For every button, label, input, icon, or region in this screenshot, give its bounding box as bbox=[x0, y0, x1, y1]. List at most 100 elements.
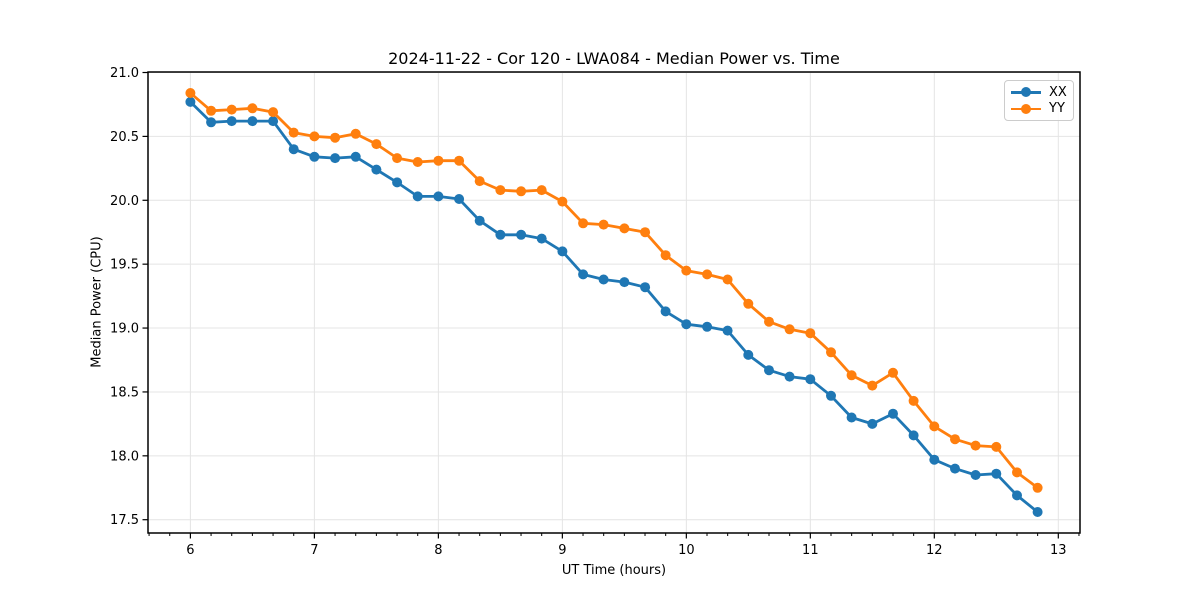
data-point-marker bbox=[288, 144, 299, 155]
data-point-marker bbox=[950, 434, 960, 445]
x-tick-label: 10 bbox=[678, 543, 695, 558]
data-point-marker bbox=[867, 380, 878, 391]
data-point-marker bbox=[268, 107, 279, 118]
x-tick-label: 7 bbox=[310, 543, 318, 558]
data-point-marker bbox=[516, 186, 527, 197]
y-tick-label: 21.0 bbox=[110, 66, 139, 81]
data-point-marker bbox=[371, 139, 382, 150]
data-point-marker bbox=[536, 185, 547, 196]
data-point-marker bbox=[681, 319, 692, 330]
data-point-marker bbox=[1032, 507, 1043, 517]
series-xx bbox=[185, 96, 1043, 517]
data-point-marker bbox=[371, 164, 382, 175]
data-point-marker bbox=[350, 151, 361, 162]
data-point-marker bbox=[330, 153, 341, 164]
data-point-marker bbox=[950, 463, 960, 474]
data-point-marker bbox=[846, 370, 857, 381]
legend-item-yy: YY bbox=[1011, 101, 1067, 118]
legend-sample-xx bbox=[1011, 87, 1041, 98]
data-point-marker bbox=[247, 116, 258, 127]
data-point-marker bbox=[185, 96, 196, 107]
data-point-marker bbox=[888, 408, 898, 419]
data-point-marker bbox=[970, 470, 981, 480]
data-point-marker bbox=[640, 282, 651, 293]
data-point-marker bbox=[805, 328, 816, 339]
x-tick-label: 9 bbox=[558, 543, 566, 558]
x-axis-label: UT Time (hours) bbox=[561, 563, 667, 578]
x-tick-label: 8 bbox=[434, 543, 442, 558]
data-point-marker bbox=[888, 367, 898, 378]
y-axis-ticks: 17.5 18.0 18.5 19.0 19.5 20.0 20.5 21.0 bbox=[110, 66, 148, 528]
data-point-marker bbox=[433, 155, 444, 166]
data-point-marker bbox=[474, 215, 485, 226]
data-point-marker bbox=[722, 274, 733, 285]
legend-marker-icon bbox=[1021, 103, 1031, 114]
data-point-marker bbox=[226, 116, 237, 127]
data-point-marker bbox=[764, 316, 774, 327]
data-point-marker bbox=[743, 349, 754, 360]
data-point-marker bbox=[309, 131, 320, 142]
data-point-marker bbox=[660, 250, 671, 261]
y-tick-label: 17.5 bbox=[110, 513, 139, 528]
data-point-marker bbox=[557, 246, 568, 257]
data-point-marker bbox=[185, 88, 196, 98]
data-point-marker bbox=[474, 176, 485, 187]
y-tick-label: 20.0 bbox=[110, 194, 139, 209]
series-line bbox=[188, 100, 1039, 514]
data-point-marker bbox=[392, 153, 403, 164]
chart-title: 2024-11-22 - Cor 120 - LWA084 - Median P… bbox=[388, 49, 840, 68]
data-point-marker bbox=[516, 229, 527, 240]
data-point-marker bbox=[660, 306, 671, 317]
data-point-marker bbox=[702, 269, 713, 280]
data-point-marker bbox=[991, 441, 1002, 452]
data-point-marker bbox=[392, 177, 403, 188]
data-point-marker bbox=[578, 218, 589, 229]
data-point-marker bbox=[619, 277, 630, 288]
data-point-marker bbox=[206, 117, 217, 128]
data-point-marker bbox=[433, 191, 444, 202]
data-point-marker bbox=[1012, 490, 1022, 501]
x-tick-label: 12 bbox=[926, 543, 943, 558]
data-point-marker bbox=[412, 191, 423, 202]
gridlines bbox=[148, 72, 1080, 533]
data-point-marker bbox=[640, 227, 651, 238]
data-point-marker bbox=[826, 390, 836, 401]
data-point-marker bbox=[867, 418, 878, 429]
data-point-marker bbox=[784, 371, 795, 382]
x-tick-label: 11 bbox=[802, 543, 819, 558]
data-point-marker bbox=[454, 194, 465, 204]
legend-sample-yy bbox=[1011, 103, 1041, 114]
plot-border bbox=[147, 71, 1081, 534]
data-point-marker bbox=[970, 440, 981, 451]
data-point-marker bbox=[350, 128, 361, 139]
x-minor-ticks bbox=[148, 533, 1080, 536]
x-tick-label: 6 bbox=[186, 543, 194, 558]
series-line bbox=[188, 91, 1039, 490]
data-point-marker bbox=[681, 265, 692, 276]
series-yy bbox=[185, 88, 1043, 493]
y-tick-label: 20.5 bbox=[110, 130, 139, 145]
data-point-marker bbox=[929, 421, 940, 432]
data-point-marker bbox=[598, 274, 609, 285]
data-point-marker bbox=[495, 185, 506, 196]
data-point-marker bbox=[826, 347, 836, 358]
data-point-marker bbox=[557, 196, 568, 207]
legend-label-xx: XX bbox=[1049, 84, 1067, 100]
data-point-marker bbox=[908, 395, 919, 406]
data-point-marker bbox=[929, 454, 940, 465]
data-point-marker bbox=[805, 374, 816, 385]
legend: XX YY bbox=[1004, 80, 1074, 121]
x-axis-ticks: 6 7 8 9 10 11 12 13 bbox=[186, 533, 1067, 558]
legend-label-yy: YY bbox=[1049, 101, 1065, 117]
y-axis-label: Median Power (CPU) bbox=[89, 236, 105, 368]
data-point-marker bbox=[743, 298, 754, 309]
data-point-marker bbox=[412, 157, 423, 167]
data-point-marker bbox=[268, 116, 279, 127]
data-point-marker bbox=[784, 324, 795, 335]
y-tick-label: 18.0 bbox=[110, 449, 139, 464]
data-point-marker bbox=[247, 103, 258, 114]
data-point-marker bbox=[619, 223, 630, 234]
data-point-marker bbox=[598, 219, 609, 230]
